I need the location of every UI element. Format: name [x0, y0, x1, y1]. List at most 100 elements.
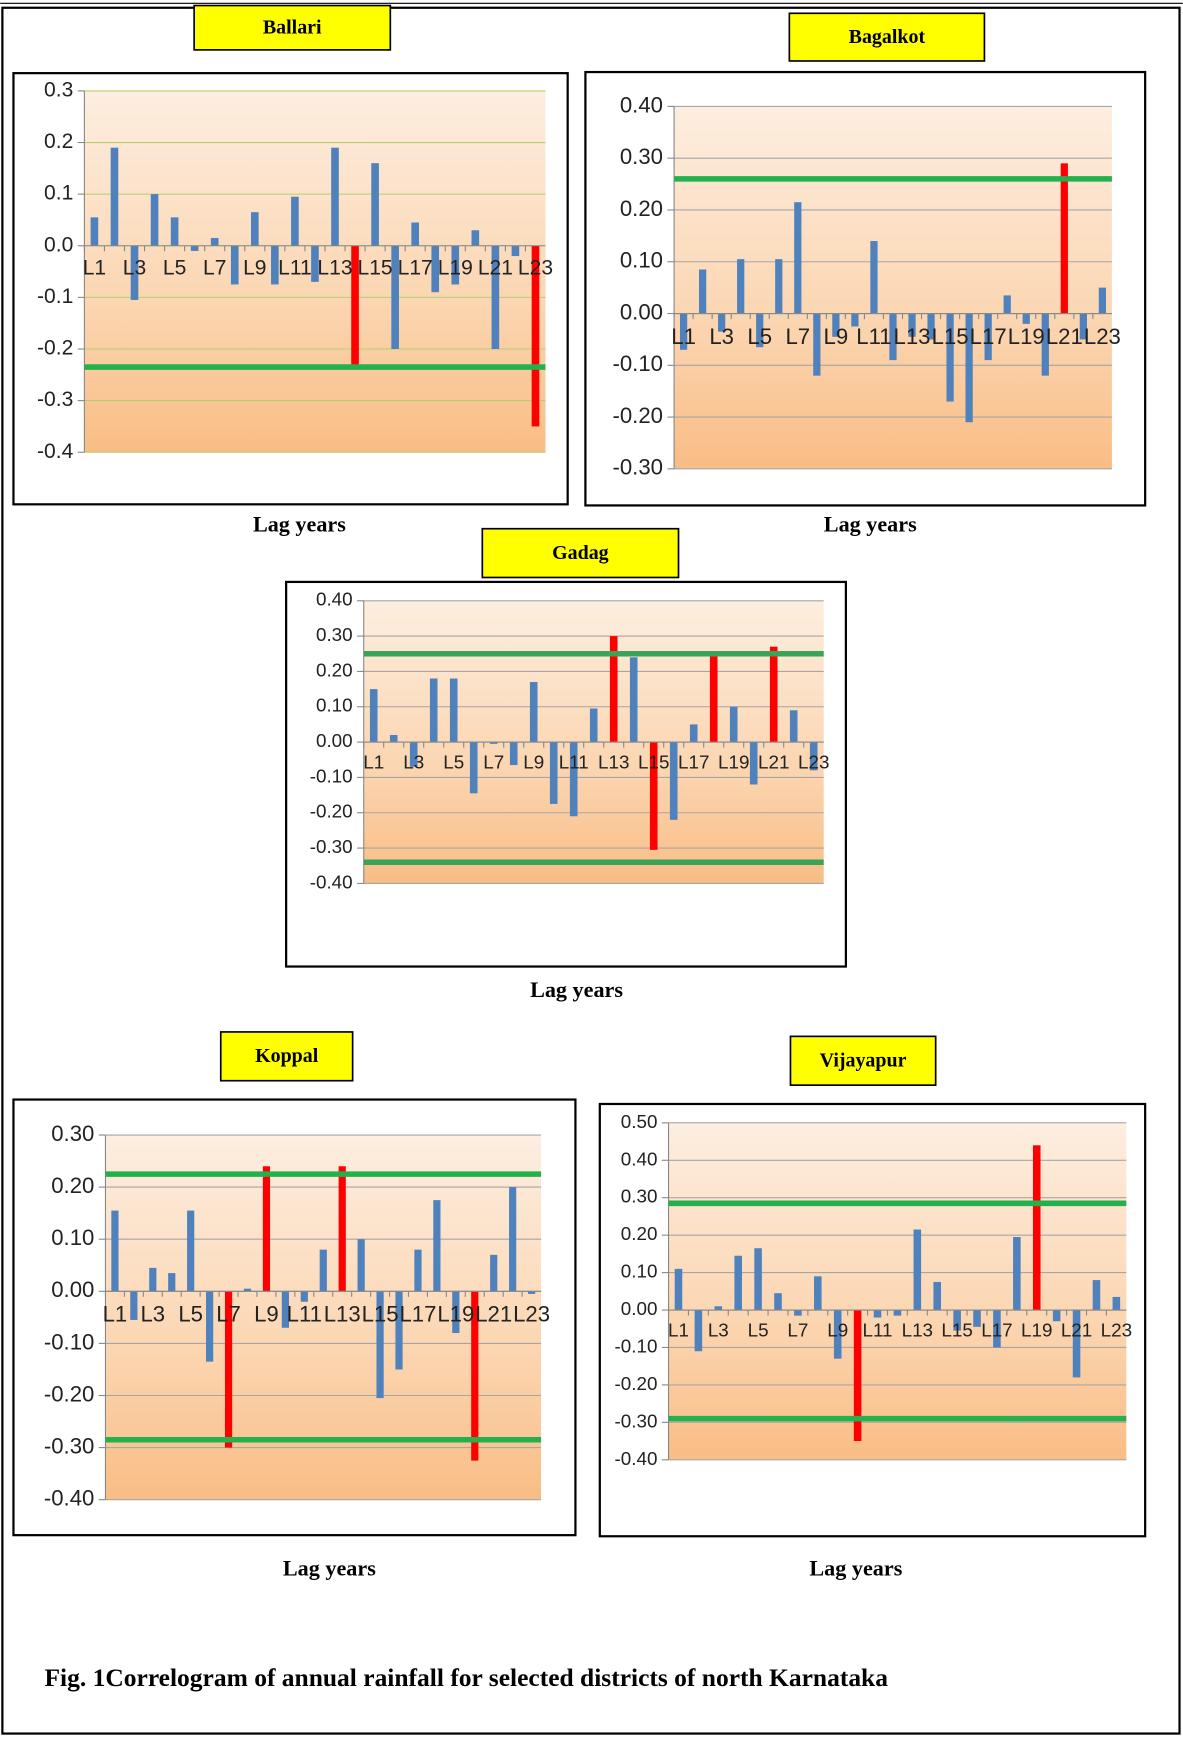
- y-tick-label: -0.30: [615, 1410, 658, 1431]
- bar: [509, 1187, 517, 1292]
- bar: [1098, 287, 1107, 314]
- chart-title: Ballari: [263, 16, 322, 38]
- x-tick-label: L1: [363, 751, 384, 772]
- y-tick-label: -0.40: [44, 1486, 95, 1511]
- y-tick-label: 0.30: [316, 624, 353, 645]
- y-tick-label: 0.30: [51, 1121, 94, 1146]
- y-tick-label: -0.20: [44, 1381, 95, 1406]
- x-tick-label: L21: [478, 257, 513, 280]
- y-tick-label: -0.20: [612, 403, 663, 428]
- bar: [832, 313, 840, 337]
- x-tick-label: L15: [941, 1319, 972, 1340]
- bar: [794, 202, 802, 314]
- x-tick-label: L19: [718, 751, 749, 772]
- y-tick-label: -0.3: [37, 388, 73, 411]
- bar: [395, 1291, 403, 1370]
- bar: [90, 217, 99, 246]
- y-tick-label: -0.10: [615, 1335, 658, 1356]
- bar: [529, 682, 538, 743]
- x-tick-label: L9: [824, 324, 849, 349]
- bar: [527, 1291, 536, 1294]
- bar: [490, 1254, 498, 1292]
- bar: [629, 657, 638, 743]
- plot-area: [668, 1122, 1127, 1460]
- bar: [589, 708, 598, 743]
- x-tick-label: L13: [598, 751, 629, 772]
- bar: [933, 1281, 942, 1311]
- y-tick-label: -0.40: [310, 871, 353, 892]
- y-tick-label: -0.10: [44, 1329, 95, 1354]
- y-tick-label: 0.20: [620, 196, 663, 221]
- chart-title: Koppal: [255, 1045, 319, 1067]
- bar: [973, 1310, 981, 1327]
- x-tick-label: L3: [140, 1302, 165, 1327]
- bar: [452, 1291, 460, 1333]
- y-tick-label: -0.30: [44, 1433, 95, 1458]
- y-tick-label: 0.30: [620, 144, 663, 169]
- x-tick-label: L15: [362, 1302, 399, 1327]
- bar: [531, 245, 540, 427]
- x-tick-label: L7: [203, 257, 226, 280]
- y-tick-label: -0.20: [615, 1373, 658, 1394]
- bar: [927, 313, 935, 340]
- bar: [809, 742, 818, 771]
- bar: [1079, 313, 1087, 340]
- y-tick-label: -0.10: [612, 351, 663, 376]
- bar: [853, 1310, 862, 1442]
- bar: [993, 1310, 1001, 1348]
- caption: Fig. 1Correlogram of annual rainfall for…: [44, 1663, 888, 1692]
- bar: [1013, 1237, 1021, 1311]
- x-tick-label: L9: [523, 751, 544, 772]
- bar: [391, 245, 399, 349]
- bar: [893, 1310, 902, 1316]
- bar: [130, 245, 139, 300]
- bar: [873, 1310, 882, 1318]
- bar: [511, 245, 520, 257]
- x-tick-label: L7: [787, 1319, 808, 1340]
- bar: [754, 1248, 762, 1311]
- bar: [429, 678, 438, 743]
- bar: [549, 742, 558, 804]
- bar: [953, 1310, 961, 1331]
- title-box: [193, 4, 392, 51]
- bar: [774, 1293, 782, 1311]
- x-tick-label: L23: [1084, 324, 1121, 349]
- x-tick-label: L19: [1021, 1319, 1052, 1340]
- x-tick-label: L11: [278, 257, 312, 280]
- y-tick-label: 0.10: [51, 1225, 94, 1250]
- y-tick-label: 0.2: [44, 130, 73, 153]
- bar: [749, 742, 758, 785]
- title-box: [789, 1035, 937, 1086]
- bar: [414, 1249, 422, 1292]
- bar: [1052, 1310, 1061, 1322]
- bar: [1092, 1280, 1101, 1311]
- bar: [376, 1291, 384, 1399]
- x-tick-label: L11: [287, 1302, 322, 1327]
- y-tick-label: 0.40: [620, 92, 663, 117]
- bar: [449, 678, 458, 743]
- y-tick-label: 0.20: [316, 659, 353, 680]
- bar: [351, 245, 359, 365]
- x-tick-label: L3: [708, 1319, 729, 1340]
- bar: [300, 1291, 308, 1302]
- x-axis-title: Lag years: [809, 1556, 902, 1581]
- bar: [756, 313, 764, 348]
- bar: [357, 1239, 365, 1292]
- y-tick-label: 0.10: [620, 248, 663, 273]
- x-tick-label: L7: [785, 324, 810, 349]
- y-tick-label: -0.20: [310, 801, 353, 822]
- bar: [794, 1310, 802, 1316]
- x-tick-label: L5: [747, 324, 772, 349]
- x-tick-label: L1: [671, 324, 696, 349]
- bar: [168, 1273, 176, 1292]
- y-tick-label: 0.40: [316, 589, 353, 610]
- x-tick-label: L5: [443, 751, 464, 772]
- bar: [331, 147, 339, 246]
- bar: [150, 194, 159, 246]
- bar: [451, 245, 460, 285]
- bar: [271, 245, 279, 285]
- x-tick-label: L5: [163, 257, 186, 280]
- bar: [674, 1268, 683, 1311]
- bar: [1060, 163, 1068, 314]
